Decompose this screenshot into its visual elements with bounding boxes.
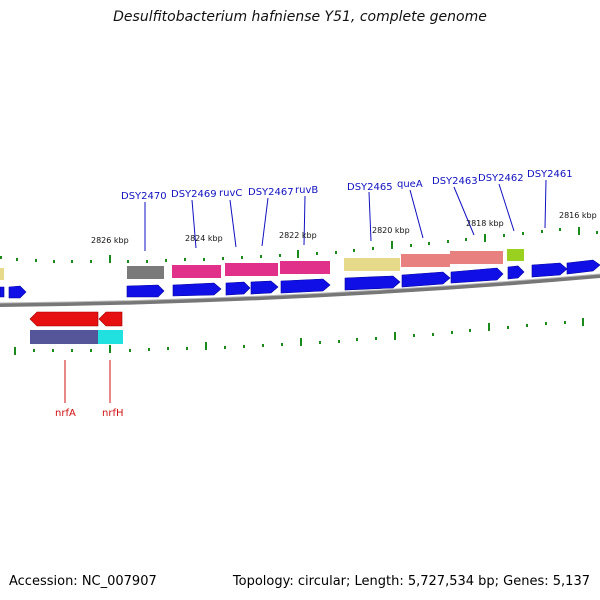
cds-arrow	[250, 280, 279, 295]
cog-bar	[127, 266, 164, 279]
genome-backbone-highlight	[0, 273, 600, 304]
cog-bar	[0, 268, 4, 280]
cds-arrow	[401, 271, 451, 288]
gene-label: DSY2463	[432, 176, 478, 187]
gene-label: nrfA	[55, 408, 76, 419]
gene-labels-top: DSY2470 DSY2469 ruvC DSY2467 ruvB DSY246…	[121, 169, 573, 202]
cog-bar	[507, 249, 524, 261]
scale-label: 2818 kbp	[466, 219, 504, 228]
scale-label: 2824 kbp	[185, 234, 223, 243]
genome-summary-text: Topology: circular; Length: 5,727,534 bp…	[232, 574, 590, 589]
gene-label: DSY2465	[347, 182, 393, 193]
forward-cds-arrows	[0, 259, 600, 299]
cog-bar	[98, 330, 123, 344]
cds-arrow	[344, 275, 401, 291]
scale-label: 2826 kbp	[91, 236, 129, 245]
cds-arrow	[0, 286, 5, 298]
gene-label: DSY2461	[527, 169, 573, 180]
cog-bar	[344, 258, 400, 271]
cog-bar	[172, 265, 221, 278]
scale-labels: 2826 kbp 2824 kbp 2822 kbp 2820 kbp 2818…	[91, 211, 597, 245]
gene-label: nrfH	[102, 408, 124, 419]
gene-labels-bottom: nrfA nrfH	[55, 408, 124, 419]
scale-label: 2820 kbp	[372, 226, 410, 235]
cog-bar	[450, 251, 503, 264]
cog-bar	[225, 263, 278, 276]
cog-bar	[401, 254, 450, 267]
gene-label: DSY2467	[248, 187, 294, 198]
gene-label: DSY2462	[478, 173, 524, 184]
cds-arrow	[8, 285, 27, 299]
scale-label: 2822 kbp	[279, 231, 317, 240]
cds-arrow	[566, 259, 600, 275]
cds-arrow	[98, 311, 123, 327]
lower-scale-ticks	[14, 318, 584, 355]
gene-label: DSY2469	[171, 189, 217, 200]
cds-arrow	[172, 282, 222, 297]
upper-scale-ticks	[0, 227, 598, 263]
cds-arrow	[450, 267, 504, 284]
gene-label: ruvB	[295, 185, 318, 196]
genome-backbone	[0, 274, 600, 307]
cds-arrow	[29, 311, 99, 327]
cds-arrow	[531, 262, 568, 278]
top-label-leaders	[144, 179, 547, 251]
cog-bar	[280, 261, 330, 274]
reverse-cds-arrows	[29, 311, 123, 327]
gene-label: DSY2470	[121, 191, 167, 202]
accession-text: Accession: NC_007907	[9, 574, 157, 589]
cog-bars-lower	[30, 330, 123, 344]
scale-label: 2816 kbp	[559, 211, 597, 220]
gene-label: ruvC	[219, 188, 242, 199]
cog-bar	[30, 330, 98, 344]
gene-label: queA	[397, 179, 423, 190]
cog-bars-upper	[0, 249, 524, 280]
cds-arrow	[507, 265, 525, 280]
map-title: Desulfitobacterium hafniense Y51, comple…	[113, 9, 487, 25]
cds-arrow	[280, 278, 331, 294]
bottom-label-leaders	[64, 360, 111, 403]
cds-arrow	[225, 281, 251, 296]
cds-arrow	[126, 284, 165, 298]
